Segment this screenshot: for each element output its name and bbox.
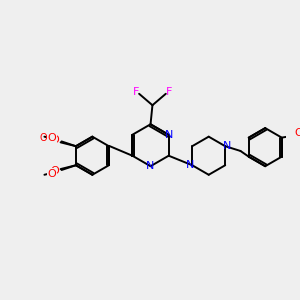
Text: N: N <box>223 141 231 151</box>
Text: O: O <box>40 133 47 142</box>
Text: O: O <box>50 166 59 176</box>
Text: N: N <box>186 160 194 170</box>
Text: F: F <box>166 87 172 97</box>
Text: N: N <box>146 161 155 171</box>
Text: O: O <box>48 133 56 142</box>
Text: N: N <box>164 130 173 140</box>
Text: O: O <box>50 136 59 146</box>
Text: F: F <box>133 87 140 97</box>
Text: O: O <box>48 169 56 179</box>
Text: O: O <box>295 128 300 138</box>
